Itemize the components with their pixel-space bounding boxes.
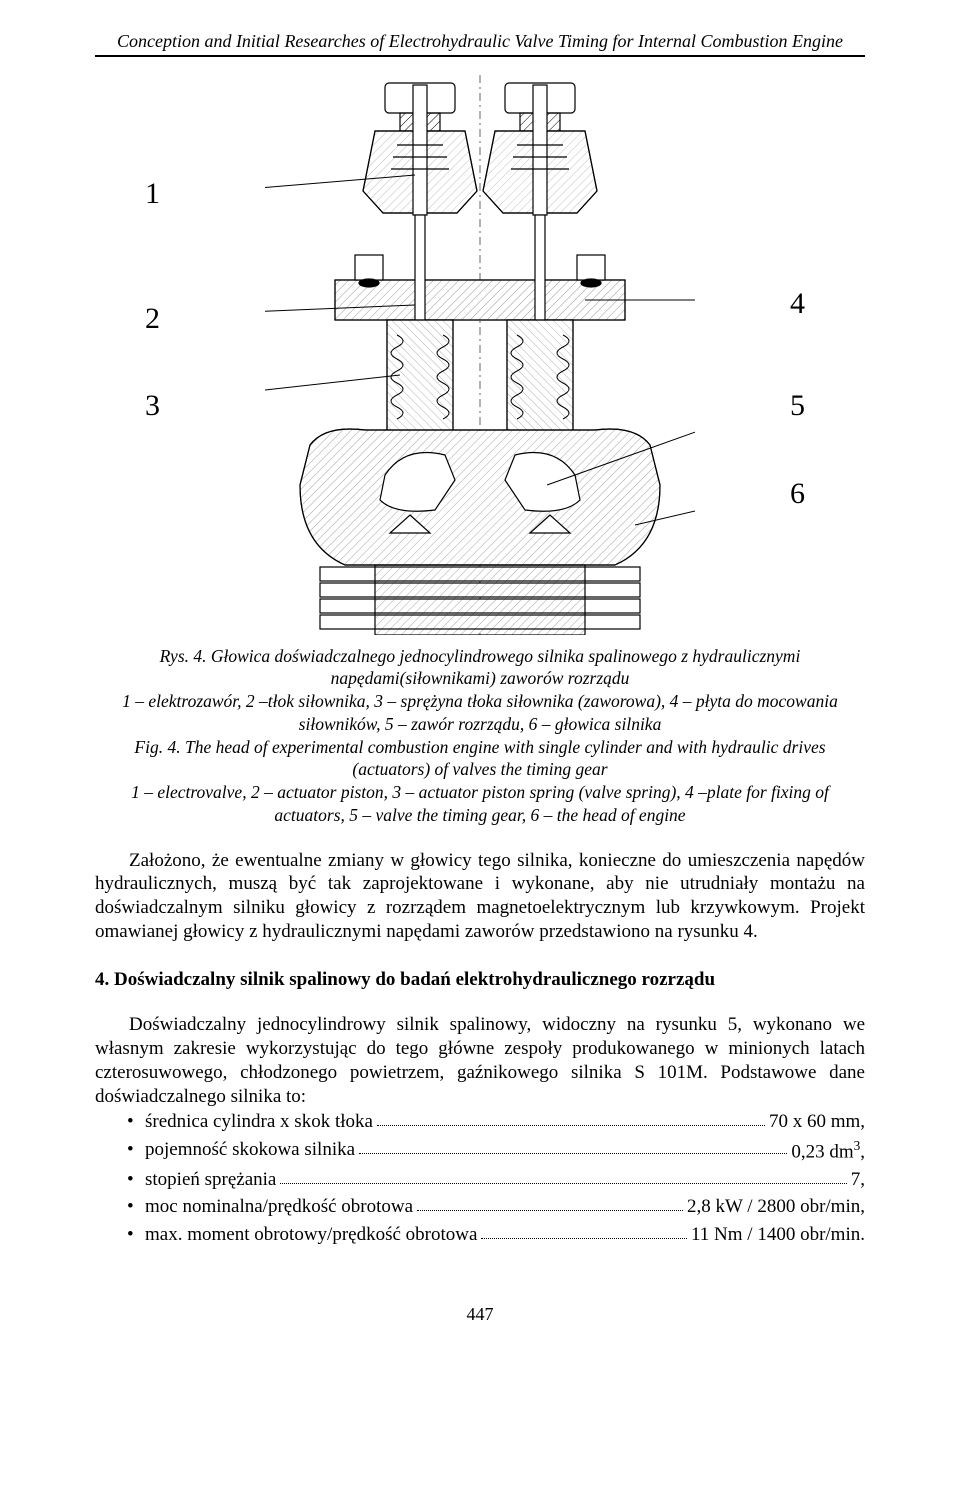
- spec-value: 2,8 kW / 2800 obr/min,: [687, 1193, 865, 1221]
- spec-value: 0,23 dm3,: [791, 1136, 865, 1166]
- spec-bore-stroke: średnica cylindra x skok tłoka 70 x 60 m…: [95, 1108, 865, 1136]
- callout-4: 4: [790, 285, 805, 323]
- leader-dots: [417, 1193, 683, 1211]
- spec-label: średnica cylindra x skok tłoka: [145, 1108, 373, 1136]
- caption-en-title: Fig. 4. The head of experimental combust…: [134, 737, 825, 780]
- running-header: Conception and Initial Researches of Ele…: [95, 30, 865, 57]
- spec-torque: max. moment obrotowy/prędkość obrotowa 1…: [95, 1221, 865, 1249]
- engine-head-drawing: [265, 75, 695, 635]
- paragraph-engine-intro: Doświadczalny jednocylindrowy silnik spa…: [95, 1013, 865, 1108]
- spec-value: 70 x 60 mm,: [769, 1108, 865, 1136]
- callout-3: 3: [145, 387, 160, 425]
- spec-power: moc nominalna/prędkość obrotowa 2,8 kW /…: [95, 1193, 865, 1221]
- spec-value: 7,: [851, 1166, 865, 1194]
- caption-pl-legend: 1 – elektrozawór, 2 –tłok siłownika, 3 –…: [122, 691, 838, 734]
- caption-pl-title: Rys. 4. Głowica doświadczalnego jednocyl…: [160, 646, 801, 689]
- leader-dots: [481, 1221, 687, 1239]
- leader-dots: [377, 1108, 765, 1126]
- spec-displacement: pojemność skokowa silnika 0,23 dm3,: [95, 1136, 865, 1166]
- leader-dots: [280, 1166, 846, 1184]
- leader-dots: [359, 1136, 787, 1154]
- engine-specs-list: średnica cylindra x skok tłoka 70 x 60 m…: [95, 1108, 865, 1248]
- spec-label: stopień sprężania: [145, 1166, 276, 1194]
- paragraph-design-assumption: Założono, że ewentualne zmiany w głowicy…: [95, 849, 865, 944]
- callout-6: 6: [790, 475, 805, 513]
- figure-caption: Rys. 4. Głowica doświadczalnego jednocyl…: [95, 645, 865, 827]
- section-4-heading: 4. Doświadczalny silnik spalinowy do bad…: [95, 968, 865, 992]
- callout-2: 2: [145, 300, 160, 338]
- callout-5: 5: [790, 387, 805, 425]
- callout-1: 1: [145, 175, 160, 213]
- caption-en-legend: 1 – electrovalve, 2 – actuator piston, 3…: [131, 782, 829, 825]
- spec-value: 11 Nm / 1400 obr/min.: [691, 1221, 865, 1249]
- page-number: 447: [95, 1303, 865, 1326]
- spec-compression: stopień sprężania 7,: [95, 1166, 865, 1194]
- spec-label: pojemność skokowa silnika: [145, 1136, 355, 1166]
- spec-label: max. moment obrotowy/prędkość obrotowa: [145, 1221, 477, 1249]
- figure-4: 1 2 3 4 5 6: [95, 75, 865, 635]
- spec-label: moc nominalna/prędkość obrotowa: [145, 1193, 413, 1221]
